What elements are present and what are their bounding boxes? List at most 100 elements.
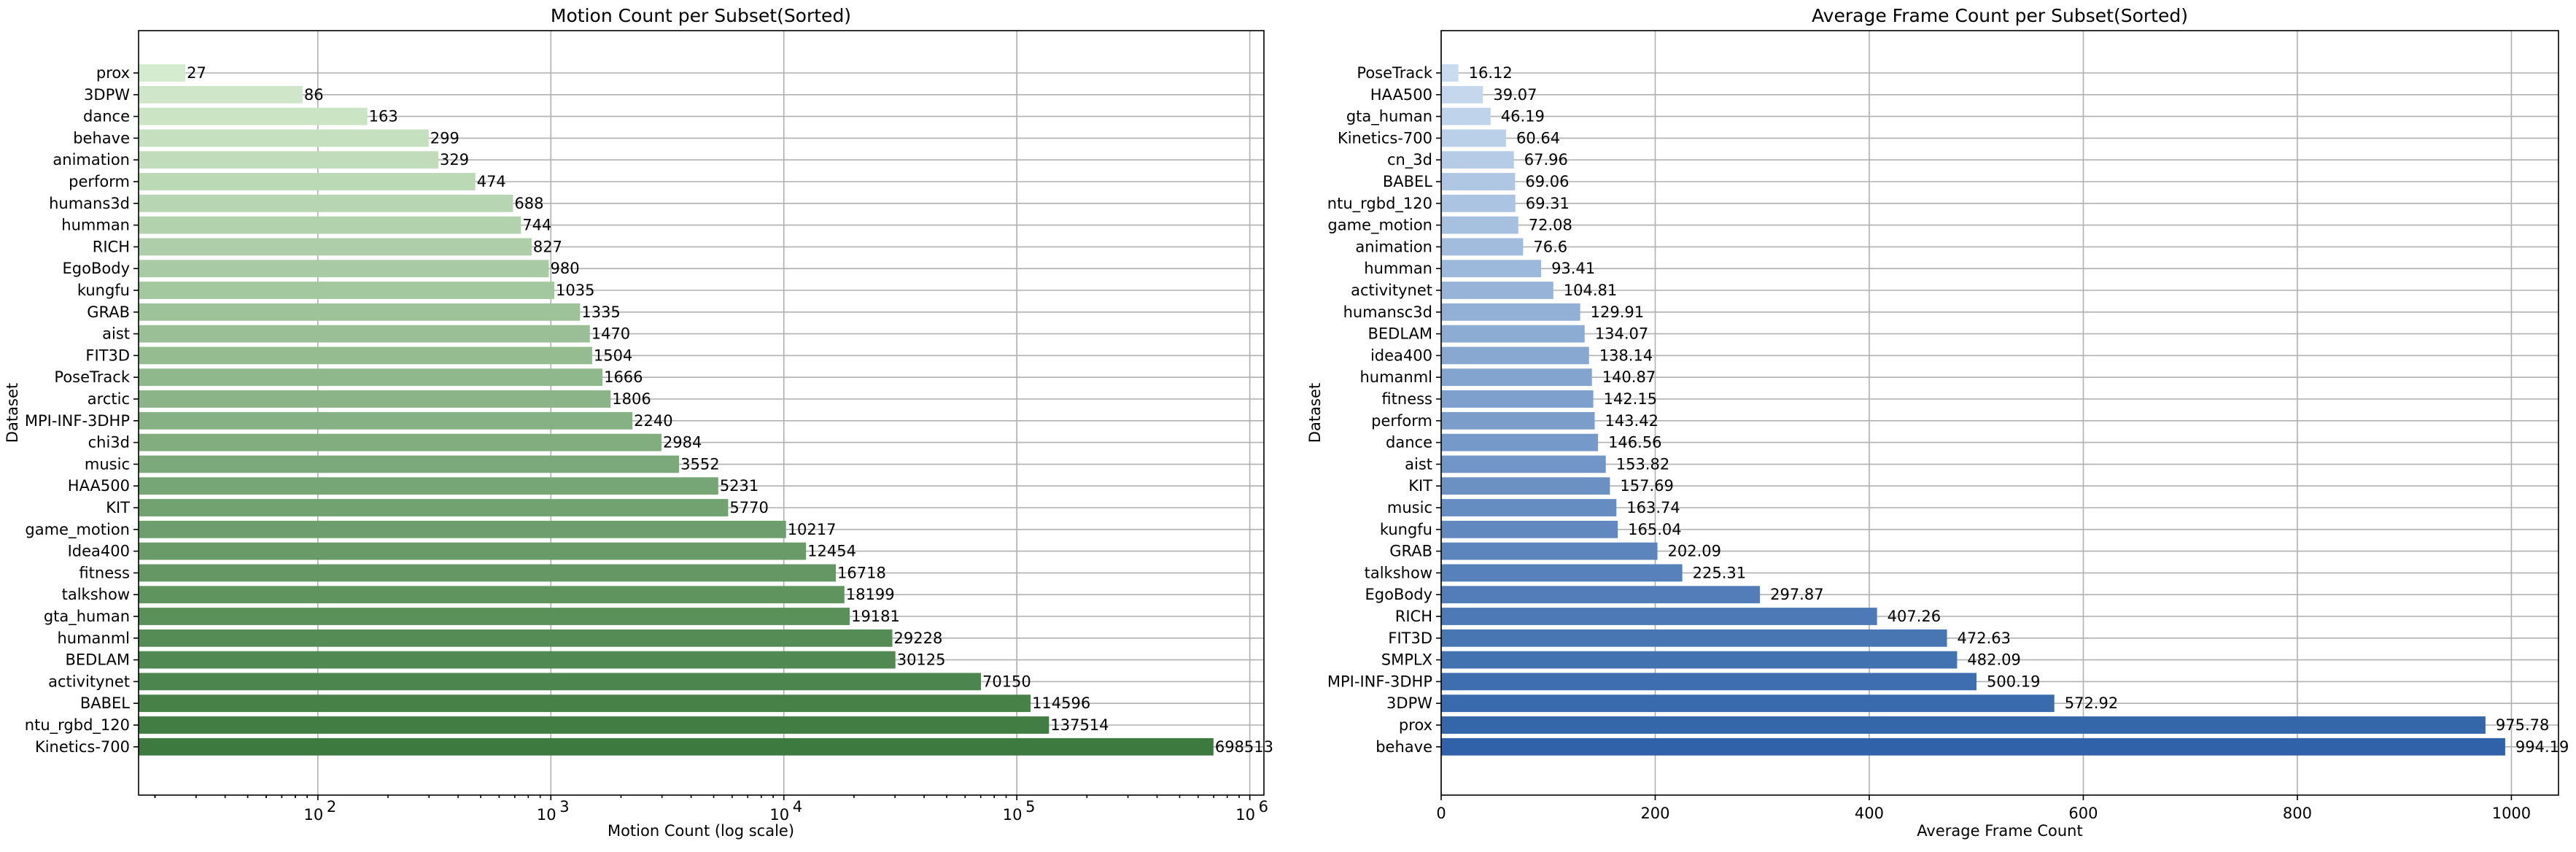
x-tick-label: 10 xyxy=(303,806,323,824)
y-tick-label: BABEL xyxy=(1383,173,1432,190)
data-label: 744 xyxy=(522,217,551,234)
y-tick-label: music xyxy=(1387,499,1432,516)
data-label: 143.42 xyxy=(1605,412,1658,430)
bar xyxy=(139,694,1031,713)
data-label: 827 xyxy=(533,238,562,255)
y-tick-label: HAA500 xyxy=(1370,86,1432,104)
bar xyxy=(1441,608,1877,625)
bar xyxy=(1441,673,1976,691)
y-tick-label: PoseTrack xyxy=(54,368,130,386)
y-tick-label: dance xyxy=(83,108,130,125)
x-tick-exponent: 5 xyxy=(1025,798,1035,816)
data-label: 19181 xyxy=(851,608,900,625)
data-label: 980 xyxy=(550,260,579,277)
bar xyxy=(139,368,603,387)
bar xyxy=(139,477,718,495)
bar xyxy=(139,455,680,473)
bar xyxy=(1441,433,1599,452)
bar xyxy=(1441,303,1580,321)
y-tick-label: talkshow xyxy=(62,586,130,603)
bar xyxy=(139,411,633,430)
data-label: 5231 xyxy=(720,477,759,495)
y-tick-label: Idea400 xyxy=(68,543,130,560)
data-label: 994.19 xyxy=(2515,738,2569,756)
y-tick-label: FIT3D xyxy=(85,346,130,364)
y-tick-label: FIT3D xyxy=(1388,630,1432,647)
data-label: 2984 xyxy=(663,434,702,452)
y-tick-label: BEDLAM xyxy=(65,651,130,669)
data-label: 30125 xyxy=(897,651,946,669)
data-label: 225.31 xyxy=(1693,564,1746,581)
y-tick-label: fitness xyxy=(1381,390,1432,408)
y-tick-label: gta_human xyxy=(44,608,130,626)
y-tick-label: humanml xyxy=(57,630,130,647)
bar xyxy=(1441,260,1542,278)
bar xyxy=(139,216,521,234)
bar xyxy=(1441,477,1610,495)
y-tick-label: fitness xyxy=(79,564,130,581)
bar xyxy=(1441,129,1506,147)
data-label: 76.6 xyxy=(1533,238,1567,255)
data-label: 698513 xyxy=(1215,738,1273,756)
x-tick-label: 10 xyxy=(1003,806,1023,824)
y-tick-label: perform xyxy=(1371,412,1432,430)
bar xyxy=(1441,499,1617,516)
x-tick-label: 400 xyxy=(1855,805,1884,822)
x-tick-label: 0 xyxy=(1436,805,1446,822)
bar xyxy=(139,716,1050,734)
data-label: 69.06 xyxy=(1525,173,1569,190)
data-label: 163 xyxy=(369,108,398,125)
y-tick-label: RICH xyxy=(93,238,130,255)
y-tick-label: cn_3d xyxy=(1387,151,1432,169)
x-tick-label: 10 xyxy=(769,806,789,824)
bar xyxy=(1441,173,1516,190)
chart-title: Average Frame Count per Subset(Sorted) xyxy=(1812,5,2188,26)
y-tick-label: kungfu xyxy=(1380,521,1432,538)
bar xyxy=(139,586,845,604)
bar xyxy=(139,499,729,516)
bar xyxy=(1441,194,1516,212)
data-label: 329 xyxy=(440,151,469,169)
data-label: 146.56 xyxy=(1608,434,1661,452)
y-tick-label: HAA500 xyxy=(68,477,130,495)
bar xyxy=(1441,564,1683,582)
y-tick-label: aist xyxy=(102,325,130,343)
motion-count-panel: Motion Count per Subset(Sorted) Motion C… xyxy=(4,5,1273,840)
bar xyxy=(139,433,662,452)
data-label: 1504 xyxy=(594,346,632,364)
y-tick-label: music xyxy=(85,455,130,473)
bar xyxy=(1441,716,2486,734)
data-label: 46.19 xyxy=(1501,108,1545,125)
y-tick-label: activitynet xyxy=(1351,282,1432,299)
data-label: 138.14 xyxy=(1599,346,1653,364)
bar xyxy=(139,564,837,582)
bar xyxy=(139,303,581,321)
y-tick-label: GRAB xyxy=(87,303,130,321)
y-tick-label: Kinetics-700 xyxy=(1338,129,1432,147)
bar xyxy=(1441,282,1553,299)
data-label: 134.07 xyxy=(1595,325,1648,343)
bar xyxy=(1441,64,1459,82)
data-label: 114596 xyxy=(1032,694,1090,712)
y-tick-label: behave xyxy=(1376,738,1432,756)
data-label: 140.87 xyxy=(1602,368,1656,386)
data-label: 157.69 xyxy=(1620,477,1673,495)
y-tick-label: talkshow xyxy=(1365,564,1432,581)
y-tick-label: perform xyxy=(69,173,130,190)
data-label: 1335 xyxy=(581,303,620,321)
bar xyxy=(139,85,303,104)
y-tick-label: Kinetics-700 xyxy=(35,738,130,756)
data-label: 472.63 xyxy=(1958,630,2011,647)
bar xyxy=(1441,694,2055,713)
data-label: 137514 xyxy=(1050,716,1109,734)
data-label: 202.09 xyxy=(1668,543,1721,560)
bar xyxy=(139,520,786,538)
bar xyxy=(139,542,807,560)
y-tick-label: animation xyxy=(1355,238,1432,255)
data-label: 67.96 xyxy=(1524,151,1568,169)
y-tick-label: humansc3d xyxy=(1343,303,1432,321)
data-label: 16.12 xyxy=(1469,64,1513,82)
data-label: 688 xyxy=(514,195,543,212)
data-label: 3552 xyxy=(680,455,719,473)
